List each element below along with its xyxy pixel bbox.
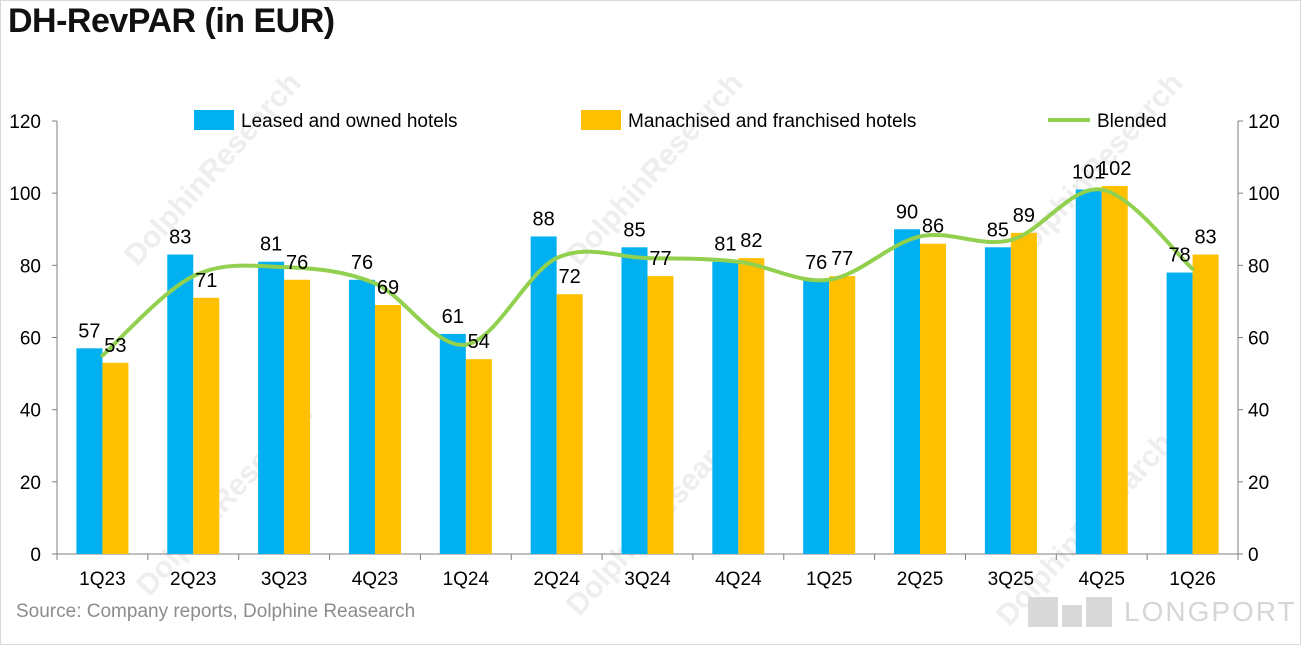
bar-manachised-franchised [1192, 254, 1219, 554]
y-tick-label-left: 100 [9, 184, 41, 205]
y-tick-label-right: 0 [1248, 545, 1259, 566]
x-tick-label: 2Q23 [170, 569, 216, 590]
bar-manachised-franchised [284, 279, 311, 554]
line-blended [100, 187, 1195, 358]
x-tick-label: 2Q25 [897, 569, 943, 590]
data-label-leased-owned: 90 [896, 201, 918, 223]
data-label-leased-owned: 81 [714, 234, 736, 256]
data-label-leased-owned: 76 [805, 252, 827, 274]
legend-label-blended: Blended [1097, 111, 1167, 132]
data-label-manachised-franchised: 71 [195, 270, 217, 292]
y-tick-label-right: 80 [1248, 256, 1269, 277]
x-tick-label: 1Q23 [79, 569, 125, 590]
data-label-manachised-franchised: 72 [559, 266, 581, 288]
brand-logo: LONGPORT [1028, 596, 1297, 628]
bar-leased-owned [894, 229, 921, 554]
y-tick-label-left: 0 [30, 545, 41, 566]
y-tick-label-right: 120 [1248, 112, 1280, 133]
bar-manachised-franchised [556, 294, 583, 554]
bar-manachised-franchised [647, 276, 674, 554]
bar-leased-owned [76, 348, 103, 554]
bar-leased-owned [1075, 189, 1102, 554]
data-label-leased-owned: 76 [351, 252, 373, 274]
y-tick-label-right: 60 [1248, 329, 1269, 350]
data-label-leased-owned: 57 [78, 320, 100, 342]
bar-manachised-franchised [920, 243, 947, 554]
y-tick-label-left: 80 [20, 256, 41, 277]
data-label-manachised-franchised: 69 [377, 277, 399, 299]
data-label-leased-owned: 78 [1168, 245, 1190, 267]
data-label-manachised-franchised: 77 [649, 248, 671, 270]
data-label-leased-owned: 61 [442, 306, 464, 328]
x-tick-label: 4Q24 [715, 569, 762, 590]
x-tick-label: 4Q25 [1078, 569, 1124, 590]
bar-leased-owned [530, 236, 557, 554]
data-label-leased-owned: 83 [169, 227, 191, 249]
data-label-manachised-franchised: 82 [740, 230, 762, 252]
bar-leased-owned [258, 261, 285, 554]
data-label-leased-owned: 81 [260, 234, 282, 256]
x-tick-label: 1Q26 [1169, 569, 1215, 590]
x-tick-label: 3Q24 [624, 569, 671, 590]
x-tick-label: 4Q23 [352, 569, 398, 590]
x-tick-label: 3Q25 [988, 569, 1034, 590]
legend-label-leased-owned: Leased and owned hotels [241, 111, 458, 132]
legend-swatch-leased-owned [194, 110, 234, 130]
bar-manachised-franchised [374, 305, 401, 554]
data-label-leased-owned: 85 [987, 219, 1009, 241]
x-tick-label: 2Q24 [533, 569, 580, 590]
bar-leased-owned [621, 247, 648, 554]
y-tick-label-right: 40 [1248, 401, 1269, 422]
data-label-manachised-franchised: 53 [104, 335, 126, 357]
x-tick-label: 1Q25 [806, 569, 852, 590]
y-tick-label-right: 20 [1248, 473, 1269, 494]
data-label-manachised-franchised: 89 [1013, 205, 1035, 227]
source-note: Source: Company reports, Dolphine Reasea… [16, 601, 416, 622]
legend-label-manachised-franchised: Manachised and franchised hotels [628, 111, 916, 132]
data-label-leased-owned: 88 [533, 208, 555, 230]
bar-leased-owned [712, 261, 739, 554]
legend-swatch-manachised-franchised [581, 110, 621, 130]
bar-manachised-franchised [829, 276, 856, 554]
y-tick-label-left: 40 [20, 401, 41, 422]
data-label-manachised-franchised: 86 [922, 216, 944, 238]
brand-mark-icon [1028, 597, 1114, 627]
brand-name: LONGPORT [1124, 596, 1297, 627]
bar-leased-owned [348, 279, 375, 554]
data-label-leased-owned: 85 [623, 219, 645, 241]
y-tick-label-left: 60 [20, 329, 41, 350]
bar-manachised-franchised [465, 359, 492, 554]
y-tick-label-right: 100 [1248, 184, 1280, 205]
bar-leased-owned [439, 333, 466, 554]
data-label-manachised-franchised: 76 [286, 252, 308, 274]
data-label-manachised-franchised: 83 [1194, 227, 1216, 249]
bar-manachised-franchised [738, 258, 765, 554]
bar-manachised-franchised [102, 362, 129, 554]
bar-leased-owned [1166, 272, 1193, 554]
bar-leased-owned [803, 279, 830, 554]
data-label-manachised-franchised: 102 [1098, 158, 1131, 180]
bar-leased-owned [984, 247, 1011, 554]
bar-manachised-franchised [193, 297, 220, 554]
y-tick-label-left: 20 [20, 473, 41, 494]
x-tick-label: 1Q24 [443, 569, 490, 590]
chart-title: DH-RevPAR (in EUR) [8, 2, 335, 40]
bar-manachised-franchised [1010, 232, 1037, 554]
x-tick-label: 3Q23 [261, 569, 307, 590]
data-label-manachised-franchised: 77 [831, 248, 853, 270]
y-tick-label-left: 120 [9, 112, 41, 133]
data-label-manachised-franchised: 54 [468, 331, 490, 353]
bar-leased-owned [167, 254, 194, 554]
bar-manachised-franchised [1101, 185, 1128, 554]
data-label-leased-owned: 101 [1072, 162, 1105, 184]
